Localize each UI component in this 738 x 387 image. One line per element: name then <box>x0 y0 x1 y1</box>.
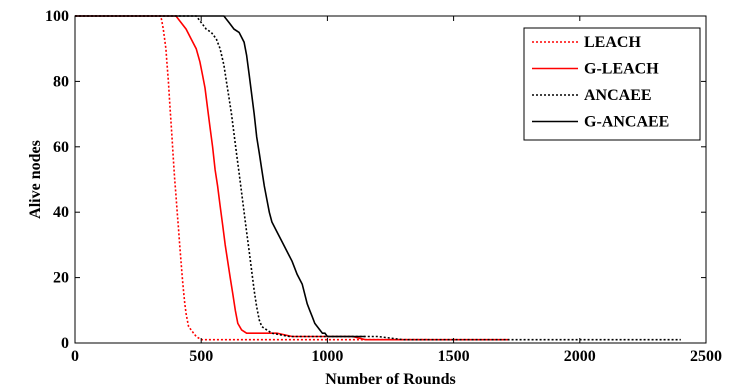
legend: LEACH G-LEACH ANCAEE G-ANCAEE <box>523 27 701 141</box>
legend-label-g-leach: G-LEACH <box>584 61 659 78</box>
y-tick-label: 100 <box>45 8 69 25</box>
y-tick-label: 40 <box>53 204 69 221</box>
plot-border <box>74 15 707 344</box>
plot-frame <box>74 15 707 344</box>
y-axis-label: Alive nodes <box>27 140 44 219</box>
series-line-leach <box>75 15 429 341</box>
y-tick-label: 0 <box>61 335 69 352</box>
legend-label-ancaee: ANCAEE <box>584 87 652 104</box>
x-tick-label: 0 <box>71 348 79 365</box>
x-tick-label: 2500 <box>690 348 722 365</box>
series-layer <box>75 15 681 341</box>
y-tick-label: 20 <box>53 270 69 287</box>
series-line-g-ancaee <box>75 15 366 338</box>
x-tick-label: 1500 <box>438 348 470 365</box>
tick-layer: 0 500 1000 1500 2000 2500 0 20 40 60 80 100 <box>45 8 722 365</box>
x-tick-label: 1000 <box>311 348 343 365</box>
series-line-g-leach <box>75 15 510 341</box>
x-tick-label: 500 <box>189 348 213 365</box>
y-tick-label: 80 <box>53 73 69 90</box>
legend-label-leach: LEACH <box>584 34 641 51</box>
x-tick-label: 2000 <box>564 348 596 365</box>
x-axis-label: Number of Rounds <box>325 371 455 387</box>
y-tick-label: 60 <box>53 139 69 156</box>
series-line-ancaee <box>75 15 681 341</box>
legend-label-g-ancaee: G-ANCAEE <box>584 114 669 131</box>
